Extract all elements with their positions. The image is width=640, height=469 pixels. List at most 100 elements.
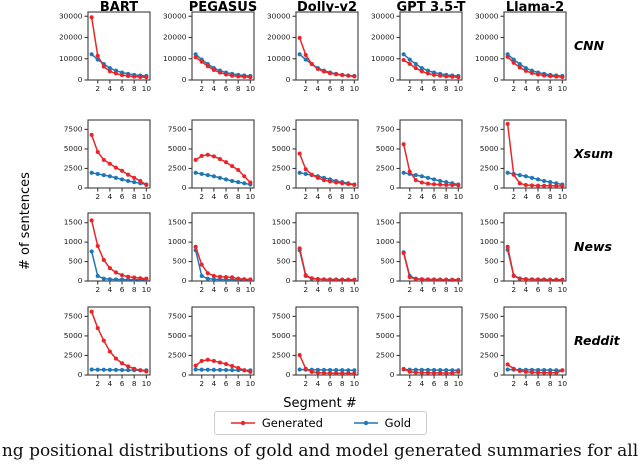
x-tick-label: 10: [454, 379, 464, 388]
y-tick-label: 5000: [480, 144, 499, 153]
x-tick-label: 8: [444, 285, 449, 294]
x-tick-label: 2: [199, 379, 204, 388]
series-generated: [89, 218, 149, 281]
column-header-dolly-v2: Dolly-v2: [296, 0, 358, 15]
x-tick-label: 2: [95, 192, 100, 201]
x-tick-label: 10: [142, 84, 152, 93]
series-generated: [89, 309, 149, 374]
x-tick-label: 2: [199, 285, 204, 294]
x-tick-label: 6: [328, 379, 333, 388]
x-tick-label: 6: [120, 379, 125, 388]
column-header-llama-2: Llama-2: [505, 0, 565, 15]
x-tick-label: 8: [132, 84, 137, 93]
column-header-pegasus: PEGASUS: [188, 0, 258, 15]
y-tick-label: 0: [78, 370, 83, 379]
y-tick-label: 1500: [272, 218, 291, 227]
x-tick-label: 4: [212, 379, 217, 388]
column-header-gpt-3-5-t: GPT 3.5-T: [396, 0, 466, 15]
x-tick-label: 6: [536, 285, 541, 294]
x-tick-label: 8: [132, 379, 137, 388]
x-tick-label: 8: [340, 84, 345, 93]
series-generated: [401, 366, 461, 376]
x-tick-label: 10: [454, 192, 464, 201]
plot-frame: [295, 119, 359, 189]
plot-frame: [503, 119, 567, 189]
x-tick-label: 6: [224, 285, 229, 294]
x-tick-label: 4: [420, 285, 425, 294]
panel-news-gpt-3-5-t: 0 500 1000 1500 2 4 6 8 10: [354, 208, 467, 303]
y-tick-label: 5000: [272, 331, 291, 340]
x-tick-label: 6: [536, 84, 541, 93]
y-tick-label: 0: [78, 183, 83, 192]
x-tick-label: 10: [350, 285, 360, 294]
plot-frame: [503, 306, 567, 376]
y-tick-label: 1000: [272, 237, 291, 246]
panel-xsum-llama-2: 0 2500 5000 7500 2 4 6 8 10: [458, 115, 571, 210]
x-axis-label: Segment #: [283, 396, 357, 411]
y-tick-label: 20000: [267, 33, 291, 42]
series-generated: [505, 362, 565, 375]
x-tick-label: 6: [328, 192, 333, 201]
series-gold: [89, 249, 149, 282]
series-generated: [193, 357, 253, 374]
x-tick-label: 6: [328, 285, 333, 294]
y-tick-label: 0: [182, 183, 187, 192]
y-tick-label: 20000: [59, 33, 83, 42]
x-tick-label: 2: [95, 379, 100, 388]
x-tick-label: 2: [407, 379, 412, 388]
panel-cnn-dolly-v2: 0 10000 20000 30000 2 4 6 8 10: [250, 7, 363, 102]
x-tick-label: 10: [142, 192, 152, 201]
x-tick-label: 8: [132, 192, 137, 201]
x-tick-label: 2: [303, 192, 308, 201]
y-tick-label: 10000: [267, 54, 291, 63]
series-gold: [505, 170, 565, 187]
y-tick-label: 1000: [168, 237, 187, 246]
panel-news-bart: 0 500 1000 1500 2 4 6 8 10: [42, 208, 155, 303]
y-tick-label: 2500: [480, 163, 499, 172]
y-tick-label: 0: [494, 276, 499, 285]
x-tick-label: 8: [236, 379, 241, 388]
panel-reddit-llama-2: 0 2500 5000 7500 2 4 6 8 10: [458, 302, 571, 397]
plot-frame: [87, 11, 151, 81]
y-tick-label: 1500: [480, 218, 499, 227]
legend-marker-icon: [353, 420, 378, 426]
y-tick-label: 7500: [272, 124, 291, 133]
plot-frame: [399, 306, 463, 376]
series-gold: [505, 52, 565, 79]
legend-item-generated[interactable]: Generated: [230, 416, 323, 430]
x-tick-label: 8: [444, 84, 449, 93]
series-generated: [505, 244, 565, 282]
x-tick-label: 6: [328, 84, 333, 93]
y-tick-label: 0: [182, 276, 187, 285]
y-tick-label: 2500: [272, 350, 291, 359]
x-tick-label: 4: [108, 285, 113, 294]
x-tick-label: 2: [511, 379, 516, 388]
x-tick-label: 4: [316, 192, 321, 201]
x-tick-label: 2: [95, 84, 100, 93]
legend-label: Generated: [261, 416, 323, 430]
plot-frame: [295, 11, 359, 81]
panel-xsum-gpt-3-5-t: 0 2500 5000 7500 2 4 6 8 10: [354, 115, 467, 210]
panel-cnn-pegasus: 0 10000 20000 30000 2 4 6 8 10: [146, 7, 259, 102]
x-tick-label: 4: [420, 84, 425, 93]
y-tick-label: 5000: [480, 331, 499, 340]
panel-cnn-gpt-3-5-t: 0 10000 20000 30000 2 4 6 8 10: [354, 7, 467, 102]
legend-item-gold[interactable]: Gold: [353, 416, 411, 430]
y-tick-label: 0: [494, 370, 499, 379]
y-tick-label: 2500: [272, 163, 291, 172]
y-tick-label: 7500: [376, 311, 395, 320]
plot-frame: [399, 119, 463, 189]
x-tick-label: 6: [536, 379, 541, 388]
x-tick-label: 10: [350, 379, 360, 388]
y-tick-label: 2500: [376, 163, 395, 172]
y-tick-label: 5000: [376, 144, 395, 153]
y-tick-label: 0: [286, 276, 291, 285]
column-header-bart: BART: [99, 0, 139, 15]
plot-frame: [191, 306, 255, 376]
y-tick-label: 10000: [475, 54, 499, 63]
x-tick-label: 10: [246, 379, 256, 388]
y-tick-label: 5000: [168, 331, 187, 340]
y-tick-label: 20000: [475, 33, 499, 42]
x-tick-label: 10: [558, 379, 568, 388]
x-tick-label: 8: [444, 192, 449, 201]
